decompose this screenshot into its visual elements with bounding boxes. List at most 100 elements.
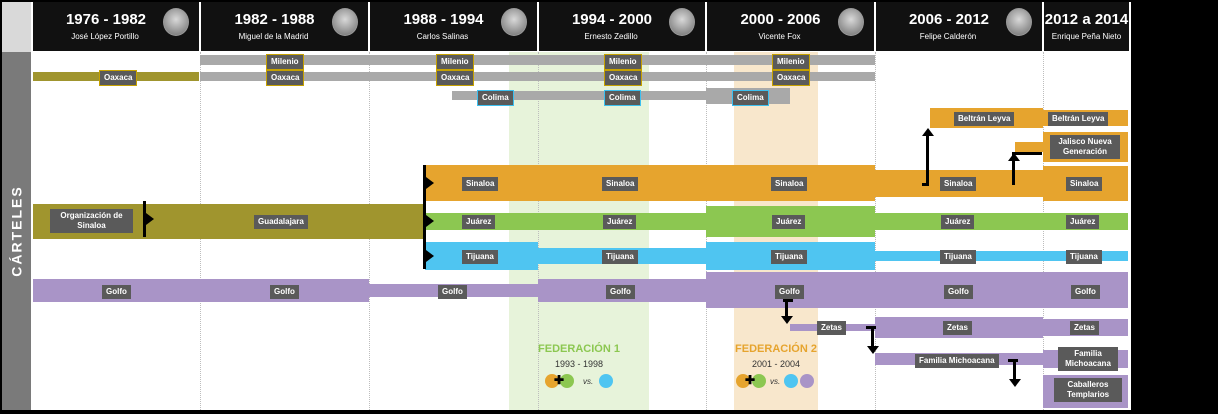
golfo-label: Golfo bbox=[775, 285, 804, 299]
period-header-2: 1982 - 1988 Miguel de la Madrid bbox=[201, 2, 368, 51]
period-years: 1994 - 2000 bbox=[571, 11, 653, 28]
tijuana-label: Tijuana bbox=[771, 250, 807, 264]
split-line bbox=[143, 201, 146, 237]
split-arrow bbox=[426, 215, 434, 227]
plus-icon: ✚ bbox=[554, 373, 565, 387]
zetas-label: Zetas bbox=[1070, 321, 1099, 335]
sinaloa-label: Sinaloa bbox=[940, 177, 977, 191]
period-header-1: 1976 - 1982 José López Portillo bbox=[33, 2, 199, 51]
split-line bbox=[785, 300, 788, 318]
juarez-label: Juárez bbox=[941, 215, 975, 229]
split-line bbox=[423, 165, 426, 269]
colima-label: Colima bbox=[732, 90, 769, 106]
zetas-label: Zetas bbox=[817, 321, 846, 335]
period-years: 2000 - 2006 bbox=[740, 11, 821, 28]
side-label-text: CÁRTELES bbox=[8, 185, 25, 277]
split-arrow bbox=[781, 316, 793, 324]
federation-1-title: FEDERACIÓN 1 bbox=[538, 343, 620, 355]
header-corner bbox=[2, 2, 31, 52]
familia-label: Familia Michoacana bbox=[1058, 347, 1118, 371]
split-arrow bbox=[426, 177, 434, 189]
split-line bbox=[1012, 160, 1015, 185]
federation-2-dates: 2001 - 2004 bbox=[751, 359, 801, 369]
period-divider bbox=[875, 52, 876, 410]
tijuana-label: Tijuana bbox=[1066, 250, 1102, 264]
juarez-label: Juárez bbox=[462, 215, 496, 229]
guadalajara-label: Guadalajara bbox=[254, 215, 308, 229]
golfo-label: Golfo bbox=[270, 285, 299, 299]
oaxaca-label: Oaxaca bbox=[266, 70, 305, 86]
golfo-bar bbox=[33, 279, 369, 302]
split-line bbox=[926, 136, 929, 186]
split-line bbox=[1013, 360, 1016, 380]
golfo-bar bbox=[706, 272, 1128, 308]
familia-label: Familia Michoacana bbox=[915, 354, 999, 368]
oaxaca-label: Oaxaca bbox=[436, 70, 475, 86]
tijuana-label: Tijuana bbox=[940, 250, 976, 264]
sinaloa-label: Sinaloa bbox=[771, 177, 808, 191]
sinaloa-label: Sinaloa bbox=[602, 177, 639, 191]
org-sinaloa-label: Organización de Sinaloa bbox=[50, 209, 133, 233]
golfo-dot bbox=[800, 374, 814, 388]
tijuana-label: Tijuana bbox=[602, 250, 638, 264]
oaxaca-bar bbox=[200, 72, 875, 81]
split-arrow bbox=[426, 250, 434, 262]
juarez-label: Juárez bbox=[1066, 215, 1100, 229]
split-line bbox=[866, 326, 876, 329]
juarez-dot bbox=[752, 374, 766, 388]
president-portrait bbox=[838, 8, 864, 36]
milenio-label: Milenio bbox=[772, 54, 810, 70]
tijuana-dot bbox=[784, 374, 798, 388]
sinaloa-label: Sinaloa bbox=[462, 177, 499, 191]
period-years: 2012 a 2014 bbox=[1044, 11, 1129, 28]
president-portrait bbox=[332, 8, 358, 36]
milenio-bar bbox=[200, 55, 875, 65]
split-line bbox=[1008, 359, 1018, 362]
golfo-label: Golfo bbox=[1071, 285, 1100, 299]
period-divider bbox=[1043, 52, 1044, 410]
split-arrow bbox=[867, 346, 879, 354]
beltran-label: Beltrán Leyva bbox=[954, 112, 1015, 126]
period-years: 1982 - 1988 bbox=[234, 11, 315, 28]
split-line bbox=[922, 183, 929, 186]
sinaloa-dot bbox=[545, 374, 559, 388]
president-name: Felipe Calderón bbox=[919, 32, 977, 41]
president-name: Enrique Peña Nieto bbox=[1051, 32, 1122, 41]
period-years: 1976 - 1982 bbox=[65, 11, 147, 28]
tijuana-label: Tijuana bbox=[462, 250, 498, 264]
split-line bbox=[871, 326, 874, 347]
president-portrait bbox=[669, 8, 695, 36]
colima-label: Colima bbox=[604, 90, 641, 106]
president-name: Carlos Salinas bbox=[416, 32, 469, 41]
period-header-4: 1994 - 2000 Ernesto Zedillo bbox=[539, 2, 705, 51]
juarez-label: Juárez bbox=[772, 215, 806, 229]
period-header-7: 2012 a 2014 Enrique Peña Nieto bbox=[1044, 2, 1129, 51]
golfo-label: Golfo bbox=[944, 285, 973, 299]
tijuana-bar bbox=[875, 251, 1128, 261]
period-years: 1988 - 1994 bbox=[403, 11, 484, 28]
split-arrow bbox=[1008, 153, 1020, 161]
period-divider bbox=[538, 52, 539, 410]
juarez-label: Juárez bbox=[603, 215, 637, 229]
plus-icon: ✚ bbox=[745, 373, 756, 387]
federation-1-band bbox=[509, 52, 649, 410]
sinaloa-dot bbox=[736, 374, 750, 388]
beltran-label: Beltrán Leyva bbox=[1048, 112, 1109, 126]
colima-label: Colima bbox=[477, 90, 514, 106]
president-portrait bbox=[1006, 8, 1032, 36]
oaxaca-label: Oaxaca bbox=[604, 70, 643, 86]
caballeros-label: Caballeros Templarios bbox=[1054, 378, 1122, 402]
federation-2-title: FEDERACIÓN 2 bbox=[735, 343, 817, 355]
federation-1-dates: 1993 - 1998 bbox=[554, 359, 604, 369]
golfo-label: Golfo bbox=[438, 285, 467, 299]
period-header-3: 1988 - 1994 Carlos Salinas bbox=[370, 2, 537, 51]
side-label: CÁRTELES bbox=[2, 52, 31, 410]
side-band bbox=[2, 52, 31, 410]
split-arrow bbox=[146, 213, 154, 225]
president-portrait bbox=[501, 8, 527, 36]
period-header-5: 2000 - 2006 Vicente Fox bbox=[707, 2, 874, 51]
golfo-label: Golfo bbox=[606, 285, 635, 299]
tijuana-dot bbox=[599, 374, 613, 388]
president-name: Vicente Fox bbox=[758, 32, 801, 41]
